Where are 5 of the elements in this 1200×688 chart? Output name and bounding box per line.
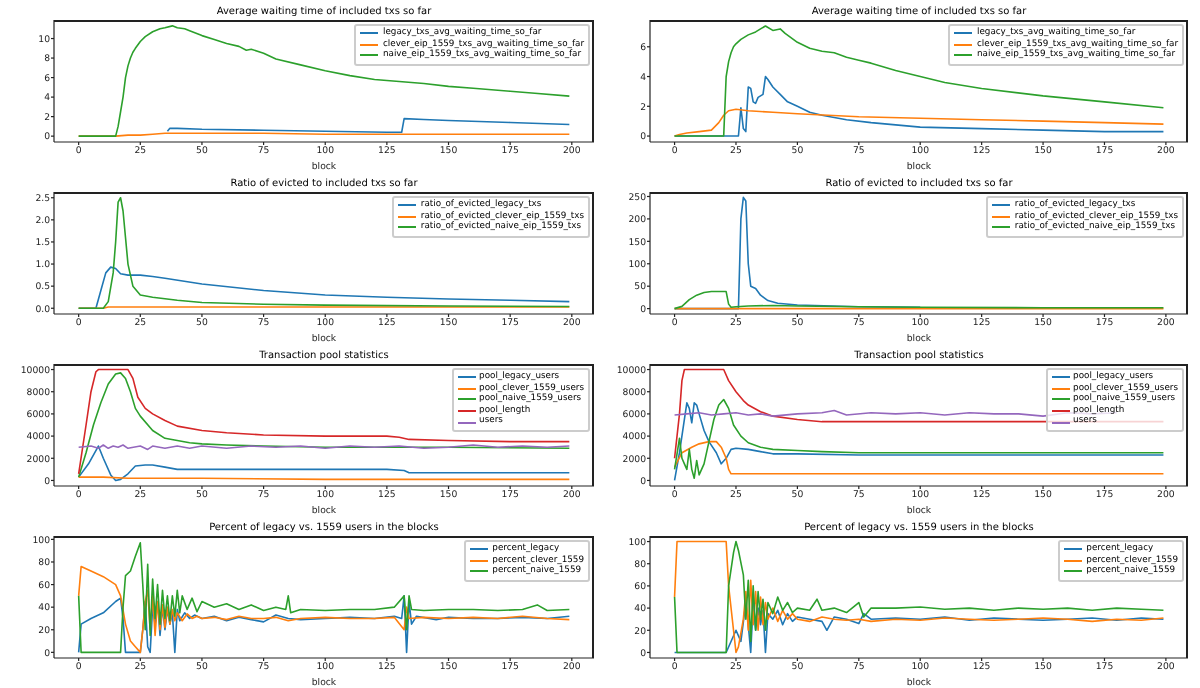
line-series (673, 290, 1165, 310)
line-series (77, 445, 571, 482)
line-series (673, 440, 1165, 475)
line-series (166, 117, 571, 134)
line-series (673, 108, 1165, 137)
